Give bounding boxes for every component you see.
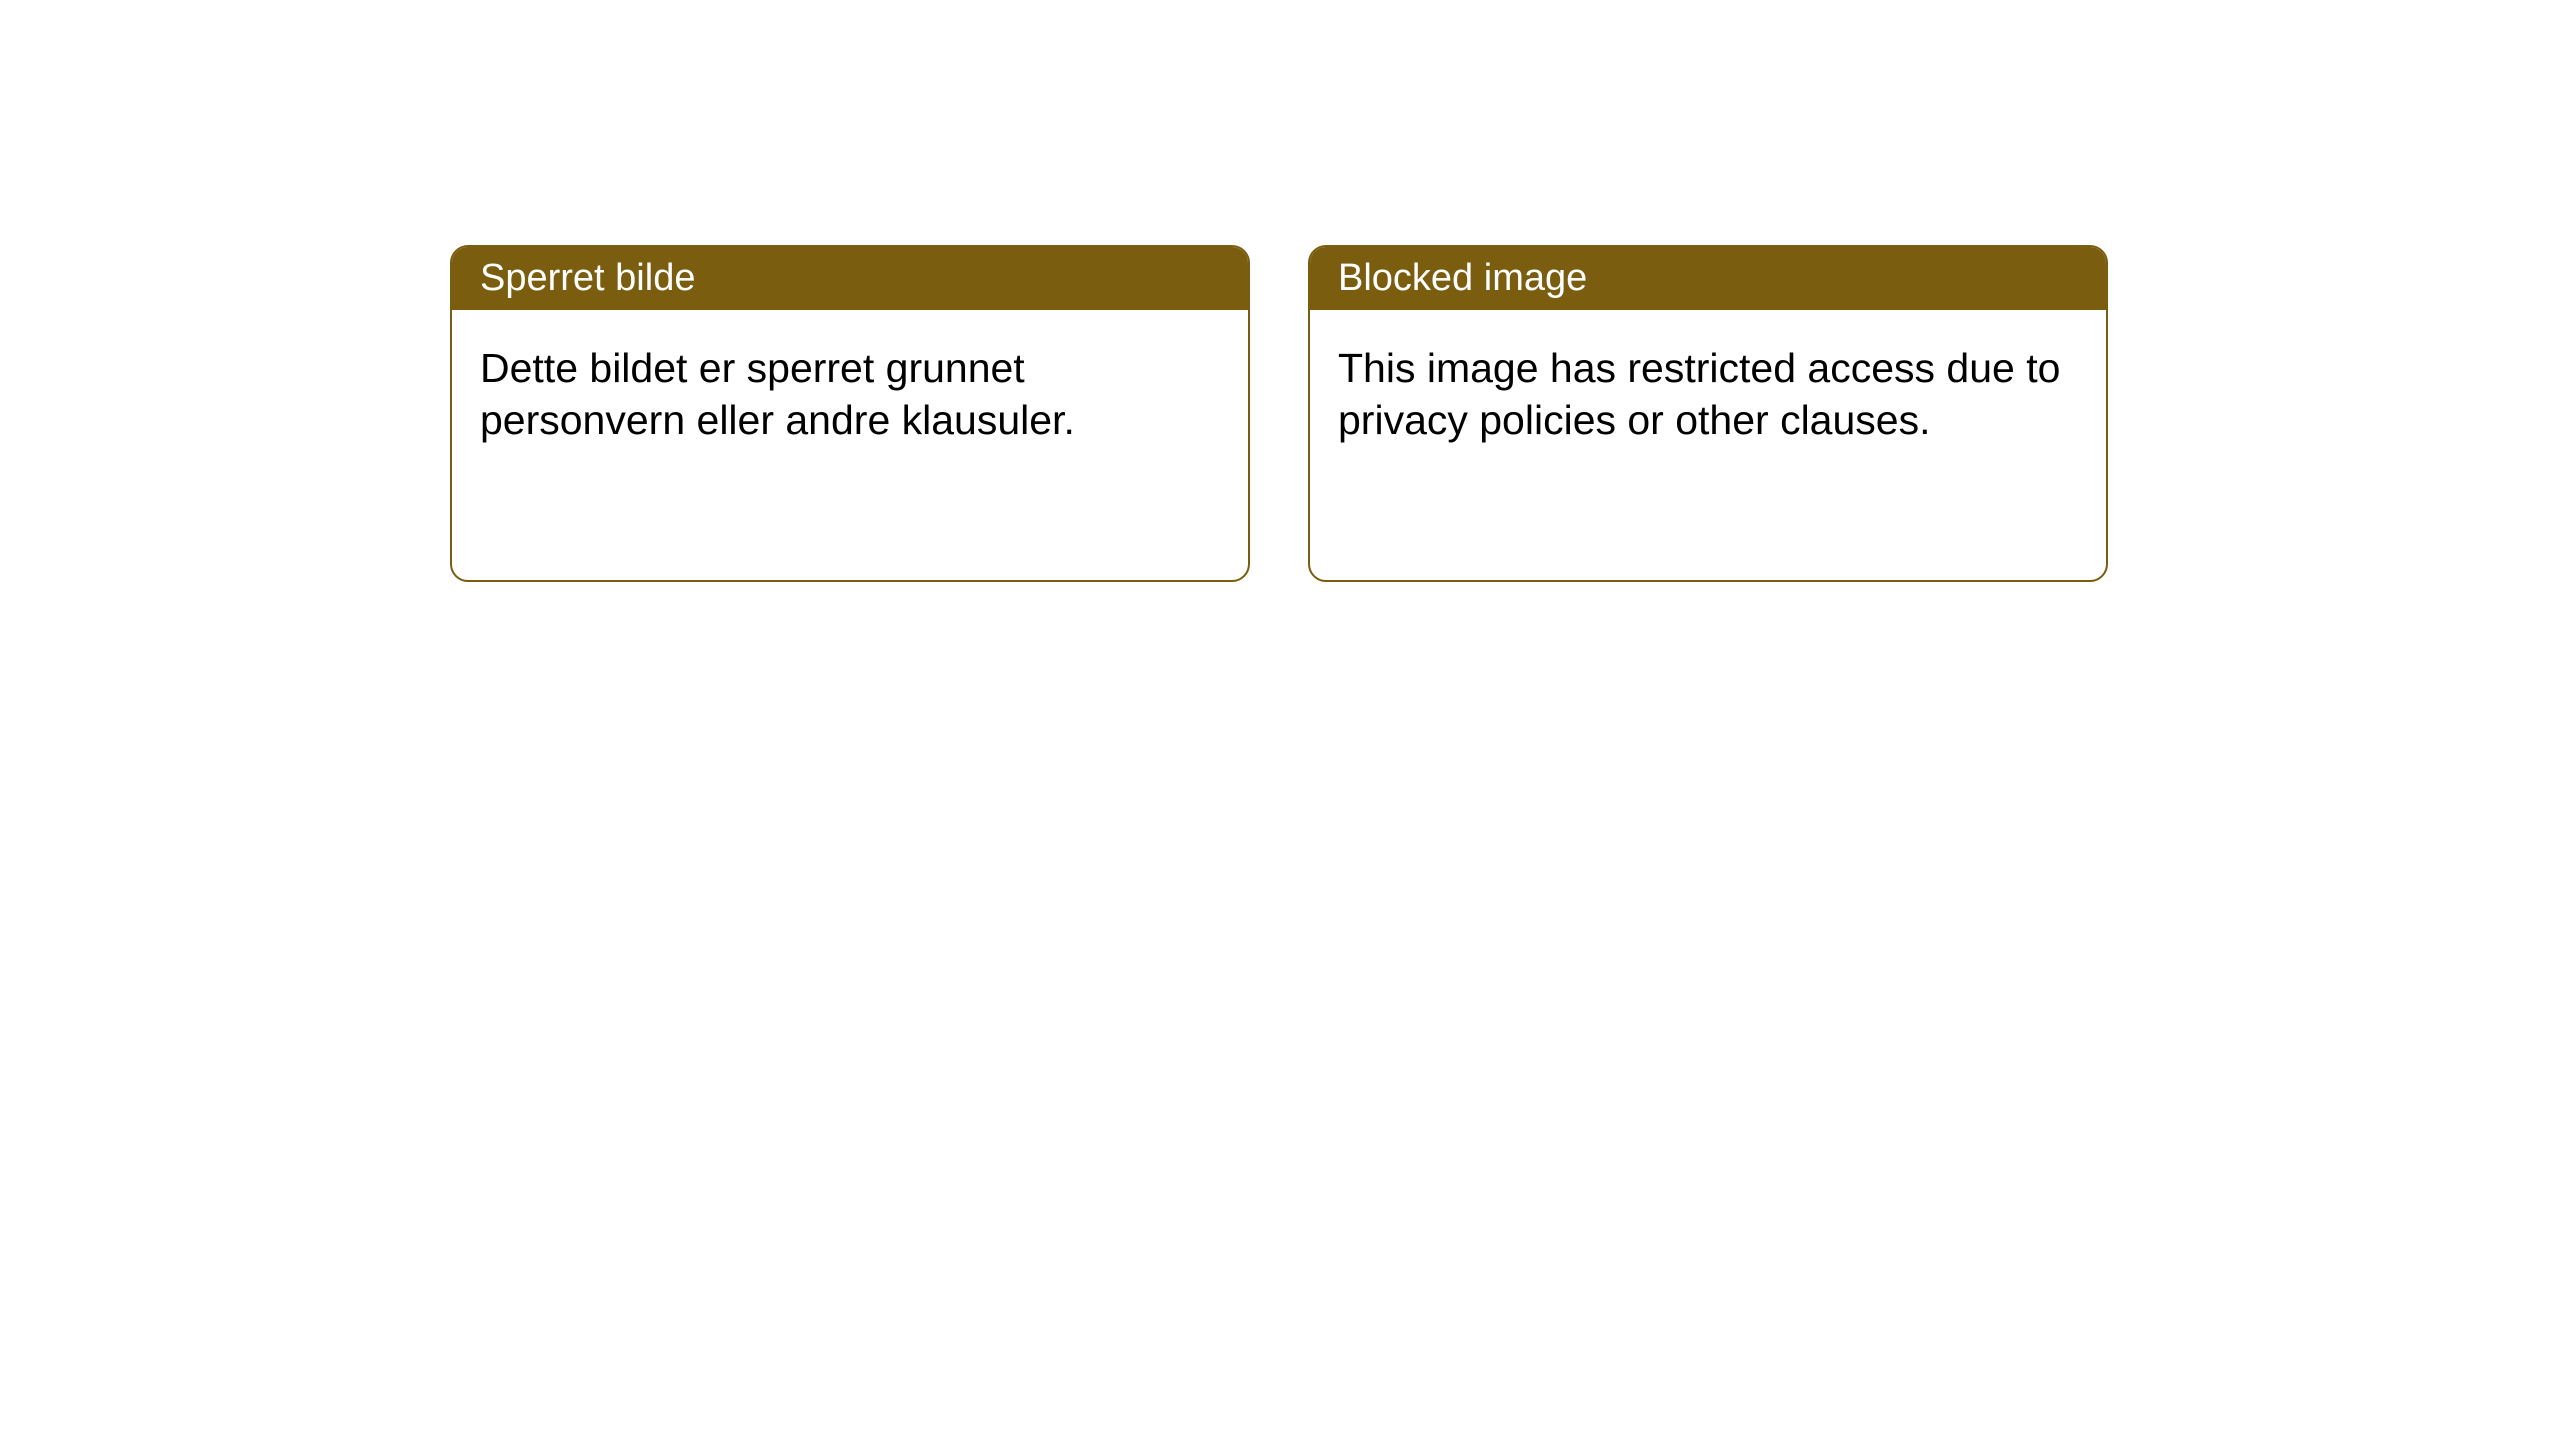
card-title: Sperret bilde: [480, 257, 695, 299]
card-body-text: This image has restricted access due to …: [1338, 345, 2060, 443]
card-body: This image has restricted access due to …: [1310, 310, 2106, 580]
notice-card-norwegian: Sperret bilde Dette bildet er sperret gr…: [450, 245, 1250, 582]
card-body: Dette bildet er sperret grunnet personve…: [452, 310, 1248, 580]
card-header: Blocked image: [1310, 247, 2106, 310]
card-title: Blocked image: [1338, 257, 1587, 299]
card-body-text: Dette bildet er sperret grunnet personve…: [480, 345, 1075, 443]
notice-cards-container: Sperret bilde Dette bildet er sperret gr…: [450, 245, 2108, 582]
card-header: Sperret bilde: [452, 247, 1248, 310]
notice-card-english: Blocked image This image has restricted …: [1308, 245, 2108, 582]
